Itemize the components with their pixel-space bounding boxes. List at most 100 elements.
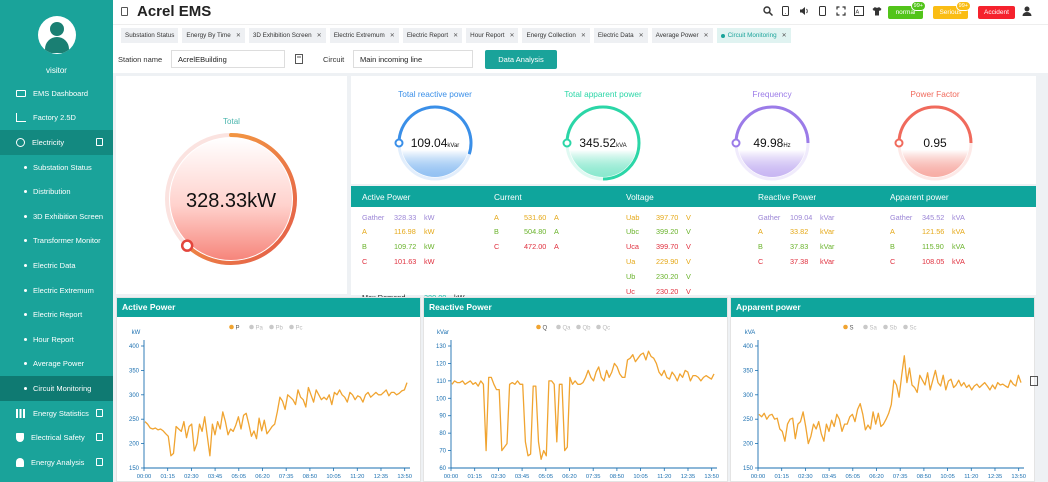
legend-marker[interactable]: [229, 324, 234, 330]
alarm-accident-button[interactable]: Accident: [978, 6, 1015, 19]
sidebar-item-3d-exhibition-screen[interactable]: 3D Exhibition Screen: [0, 204, 113, 229]
sidebar-item-circuit-monitoring[interactable]: Circuit Monitoring: [0, 376, 113, 401]
translate-icon[interactable]: A: [854, 6, 864, 16]
sidebar-item-energy-analysis[interactable]: Energy Analysis: [0, 450, 113, 475]
fullscreen-icon[interactable]: [836, 6, 846, 16]
tab-electric-extremum[interactable]: Electric Extremum ✕: [329, 28, 399, 43]
x-tick-label: 03:45: [208, 474, 223, 480]
legend-marker[interactable]: [249, 324, 254, 330]
legend-marker[interactable]: [576, 324, 581, 330]
active-power-row-label: C: [362, 257, 368, 266]
legend-pa[interactable]: Pa: [256, 326, 264, 332]
gauge-number: 345.52: [579, 136, 617, 150]
tablet-icon[interactable]: [819, 6, 826, 16]
tab-energy-collection[interactable]: Energy Collection ✕: [522, 28, 590, 43]
tab-close-icon[interactable]: ✕: [509, 33, 515, 39]
legend-marker[interactable]: [863, 324, 868, 330]
legend-sc[interactable]: Sc: [910, 326, 917, 332]
apparent-power-row-label: B: [890, 242, 895, 251]
active-power-chart: Active Power P Pa Pb Pc kW 150 200 250 300 350 400 0…: [116, 297, 421, 482]
x-tick-label: 00:00: [751, 474, 766, 480]
tab-close-icon[interactable]: ✕: [316, 33, 322, 39]
avatar[interactable]: [37, 16, 76, 54]
menu-toggle-icon[interactable]: [121, 7, 128, 16]
legend-sb[interactable]: Sb: [890, 326, 898, 332]
tab-close-icon[interactable]: ✕: [703, 33, 709, 39]
tab-hour-report[interactable]: Hour Report ✕: [466, 28, 519, 43]
tab-close-icon[interactable]: ✕: [235, 33, 241, 39]
legend-pb[interactable]: Pb: [276, 326, 284, 332]
tab-close-icon[interactable]: ✕: [638, 33, 644, 39]
tab-close-icon[interactable]: ✕: [580, 33, 586, 39]
tab-close-icon[interactable]: ✕: [453, 33, 459, 39]
sidebar-item-energy-statistics[interactable]: Energy Statistics: [0, 401, 113, 426]
tab-close-icon[interactable]: ✕: [781, 33, 787, 39]
sidebar-item-electrical-safety[interactable]: Electrical Safety: [0, 425, 113, 450]
sidebar-item-substation-status[interactable]: Substation Status: [0, 155, 113, 180]
volume-icon[interactable]: [799, 6, 809, 16]
gauge-value-total-apparent-power: 345.52kVA: [543, 136, 663, 150]
sidebar-item-transformer-monitor[interactable]: Transformer Monitor: [0, 229, 113, 254]
sidebar-item-ems-dashboard[interactable]: EMS Dashboard: [0, 81, 113, 106]
globe-icon: [16, 137, 25, 147]
tab-average-power[interactable]: Average Power ✕: [651, 28, 713, 43]
legend-marker[interactable]: [536, 324, 541, 330]
voltage-row-value: 399.70: [656, 242, 679, 251]
bullet-icon: [24, 190, 27, 194]
search-icon[interactable]: [763, 6, 773, 16]
tab-substation-status[interactable]: Substation Status: [121, 28, 179, 43]
circuit-select[interactable]: Main incoming line: [353, 50, 473, 68]
gauge-fill: [901, 109, 969, 177]
phone-icon[interactable]: [782, 6, 789, 16]
current-row-value: 531.60: [524, 213, 547, 222]
shirt-icon[interactable]: [872, 6, 882, 16]
legend-marker[interactable]: [269, 324, 274, 330]
legend-marker[interactable]: [903, 324, 908, 330]
x-tick-label: 13:50: [1011, 474, 1026, 480]
tab-electric-data[interactable]: Electric Data ✕: [593, 28, 648, 43]
calendar-icon[interactable]: [295, 54, 303, 64]
legend-qb[interactable]: Qb: [583, 326, 592, 332]
legend-marker[interactable]: [596, 324, 601, 330]
legend-qa[interactable]: Qa: [563, 326, 572, 332]
gauge-arc: [565, 105, 641, 181]
legend-p[interactable]: P: [236, 326, 240, 332]
legend-marker[interactable]: [289, 324, 294, 330]
sidebar-item-distributed-pv[interactable]: Distributed PV: [0, 475, 113, 482]
sidebar-item-factory-2-5d[interactable]: Factory 2.5D: [0, 106, 113, 131]
legend-sa[interactable]: Sa: [870, 326, 878, 332]
alarm-normal-button[interactable]: normal 99+: [888, 1, 926, 19]
sidebar-item-electric-report[interactable]: Electric Report: [0, 302, 113, 327]
active-power-row-label: B: [362, 242, 367, 251]
legend-marker[interactable]: [843, 324, 848, 330]
user-icon[interactable]: [1022, 6, 1032, 16]
sidebar-item-average-power[interactable]: Average Power: [0, 352, 113, 377]
tab-3d-exhibition-screen[interactable]: 3D Exhibition Screen ✕: [248, 28, 326, 43]
tab-circuit-monitoring[interactable]: Circuit Monitoring ✕: [716, 28, 791, 43]
tab-electric-report[interactable]: Electric Report ✕: [402, 28, 463, 43]
apparent-power-row-unit: kVA: [952, 213, 965, 222]
x-tick-label: 12:35: [988, 474, 1003, 480]
sidebar-item-hour-report[interactable]: Hour Report: [0, 327, 113, 352]
current-row-label: B: [494, 227, 499, 236]
voltage-row-value: 230.20: [656, 287, 679, 296]
sidebar-item-electric-data[interactable]: Electric Data: [0, 253, 113, 278]
legend-qc[interactable]: Qc: [603, 326, 611, 332]
sidebar-item-electricity[interactable]: Electricity: [0, 130, 113, 155]
legend-marker[interactable]: [883, 324, 888, 330]
legend-s[interactable]: S: [850, 326, 854, 332]
sidebar-item-distribution[interactable]: Distribution: [0, 179, 113, 204]
tab-close-icon[interactable]: ✕: [389, 33, 395, 39]
legend-pc[interactable]: Pc: [296, 326, 303, 332]
side-panel-toggle[interactable]: [1030, 376, 1038, 386]
station-select[interactable]: AcrelEBuilding: [171, 50, 285, 68]
data-analysis-button[interactable]: Data Analysis: [485, 50, 557, 69]
y-tick-label: 120: [436, 361, 447, 367]
sidebar-item-electric-extremum[interactable]: Electric Extremum: [0, 278, 113, 303]
tab-energy-by-time[interactable]: Energy By Time ✕: [182, 28, 245, 43]
sidebar-item-label: Average Power: [33, 359, 85, 369]
legend-marker[interactable]: [556, 324, 561, 330]
legend-q[interactable]: Q: [543, 326, 548, 332]
current-row-unit: A: [554, 227, 559, 236]
alarm-serious-button[interactable]: Serious 99+: [933, 1, 971, 19]
